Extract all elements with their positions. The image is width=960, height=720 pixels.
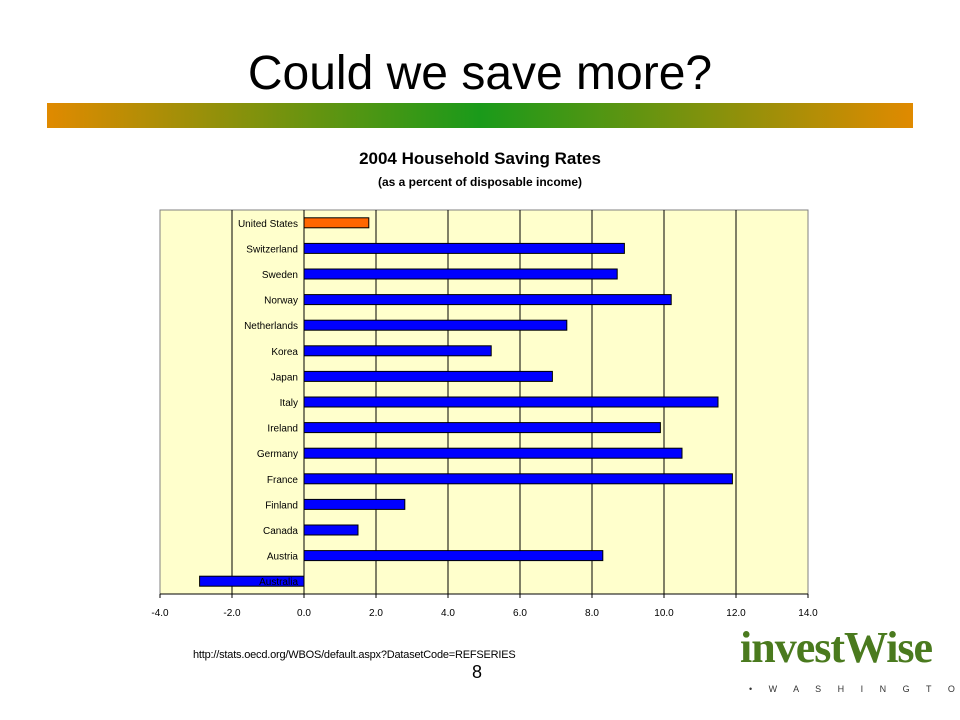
- bar-france: [303, 473, 733, 485]
- bar-italy: [303, 396, 719, 408]
- category-label: Italy: [280, 398, 298, 409]
- chart-subtitle: (as a percent of disposable income): [378, 175, 582, 189]
- x-tick-label: -4.0: [151, 608, 169, 619]
- bar-germany: [303, 447, 683, 459]
- x-tick-label: 8.0: [585, 608, 599, 619]
- category-label: Germany: [257, 449, 298, 460]
- slide-title: Could we save more?: [247, 47, 713, 100]
- x-tick-label: 4.0: [441, 608, 455, 619]
- category-label: Sweden: [262, 270, 298, 281]
- x-tick-label: -2.0: [223, 608, 241, 619]
- chart-title: 2004 Household Saving Rates: [359, 149, 601, 168]
- bar-sweden: [303, 268, 618, 280]
- x-tick-label: 12.0: [726, 608, 746, 619]
- x-tick-label: 0.0: [297, 608, 311, 619]
- bar-norway: [303, 294, 672, 306]
- x-tick-label: 14.0: [798, 608, 818, 619]
- category-label: Australia: [259, 577, 298, 588]
- bar-austria: [303, 550, 604, 562]
- category-label: Finland: [265, 500, 298, 511]
- category-label: Korea: [271, 347, 298, 358]
- category-label: France: [267, 475, 299, 486]
- x-tick-label: 10.0: [654, 608, 674, 619]
- bar-netherlands: [303, 319, 568, 331]
- bar-switzerland: [303, 242, 625, 254]
- title-rule: [47, 103, 913, 128]
- x-tick-label: 2.0: [369, 608, 383, 619]
- bar-australia: [199, 575, 305, 587]
- category-label: Austria: [267, 552, 299, 563]
- bar-ireland: [303, 422, 661, 434]
- category-label: Netherlands: [244, 321, 298, 332]
- logo-wordmark: investWise: [740, 623, 933, 672]
- bar-korea: [303, 345, 492, 357]
- category-label: Ireland: [267, 424, 298, 435]
- category-label: Japan: [271, 372, 298, 383]
- category-label: Canada: [263, 526, 298, 537]
- category-label: Norway: [264, 296, 298, 307]
- page-number: 8: [472, 662, 483, 682]
- investwise-logo: investWise • W A S H I N G T O N •: [735, 622, 960, 700]
- bar-finland: [303, 498, 406, 510]
- bar-canada: [303, 524, 359, 536]
- bar-japan: [303, 370, 553, 382]
- logo-tagline: • W A S H I N G T O N •: [749, 684, 960, 694]
- x-tick-label: 6.0: [513, 608, 527, 619]
- source-url: http://stats.oecd.org/WBOS/default.aspx?…: [193, 649, 516, 661]
- category-label: United States: [238, 219, 298, 230]
- bar-united-states: [303, 217, 370, 229]
- category-label: Switzerland: [246, 244, 298, 255]
